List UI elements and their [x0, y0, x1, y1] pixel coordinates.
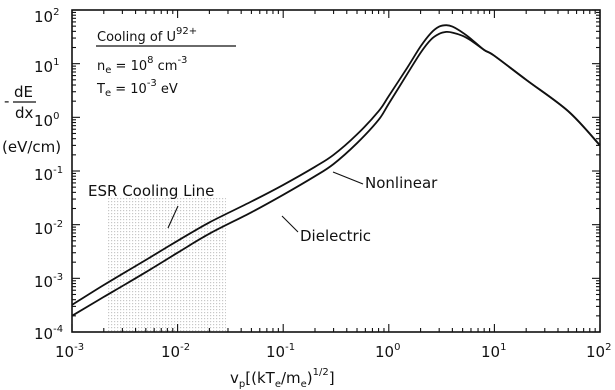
y-tick-label: 102 [34, 7, 59, 26]
ticks-layer [71, 9, 601, 333]
y-label-unit: (eV/cm) [2, 138, 61, 156]
y-tick-labels: 10-4 10-3 10-2 10-1 100 101 102 [34, 7, 63, 343]
series-layer [71, 24, 601, 317]
y-tick-label: 101 [34, 57, 59, 76]
y-tick-label: 10-4 [34, 324, 63, 343]
y-label-denominator: dx [15, 104, 34, 122]
annotation-block: Cooling of U92+ ne = 108 cm-3 Te = 10-3 … [96, 26, 236, 99]
x-tick-label: 101 [481, 342, 506, 361]
y-label-minus: - [4, 92, 9, 110]
annotation-te: Te = 10-3 eV [96, 78, 178, 99]
y-axis-label: - dE dx (eV/cm) [2, 83, 61, 156]
x-tick-label: 10-3 [55, 342, 84, 361]
y-tick-label: 100 [34, 111, 59, 130]
x-tick-label: 10-2 [161, 342, 190, 361]
series-line-dielectric [71, 30, 601, 317]
y-tick-label: 10-3 [34, 272, 63, 291]
esr-cooling-line-label: ESR Cooling Line [88, 182, 214, 200]
x-tick-label: 100 [375, 342, 400, 361]
annotation-ne: ne = 108 cm-3 [97, 55, 187, 76]
x-tick-label: 10-1 [266, 342, 295, 361]
esr-cooling-region [108, 198, 226, 333]
annotation-title: Cooling of U92+ [97, 26, 197, 45]
series-label-nonlinear: Nonlinear [365, 174, 438, 192]
x-tick-labels: 10-3 10-2 10-1 100 101 102 [55, 342, 611, 361]
y-label-numerator: dE [14, 83, 33, 101]
x-axis-label: vp[(kTe/me)1/2] [230, 367, 335, 390]
y-tick-label: 10-2 [34, 219, 63, 238]
series-label-dielectric: Dielectric [300, 227, 371, 245]
x-tick-label: 102 [586, 342, 611, 361]
dielectric-leader [281, 215, 299, 233]
y-tick-label: 10-1 [34, 165, 63, 184]
esr-label-leader [167, 205, 179, 229]
nonlinear-leader [332, 171, 364, 185]
